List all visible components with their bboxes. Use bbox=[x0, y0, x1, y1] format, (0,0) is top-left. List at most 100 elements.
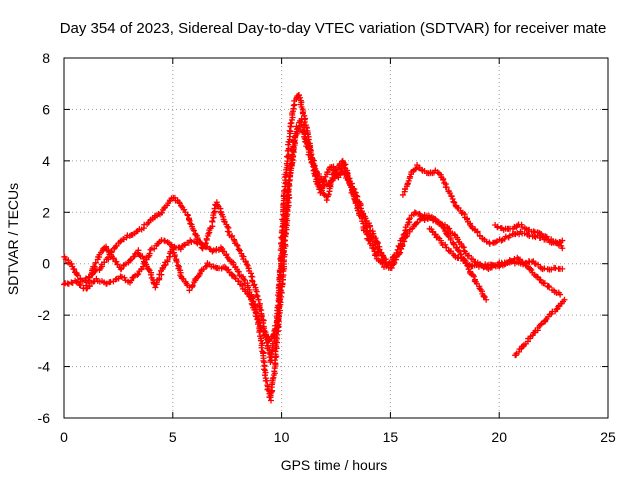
data-point-marker bbox=[147, 271, 154, 278]
x-axis-label: GPS time / hours bbox=[281, 457, 388, 473]
data-point-marker bbox=[559, 237, 566, 244]
data-point-marker bbox=[290, 144, 297, 151]
data-point-marker bbox=[461, 257, 468, 264]
data-point-marker bbox=[492, 239, 499, 246]
data-point-marker bbox=[296, 94, 303, 101]
data-point-marker bbox=[537, 321, 544, 328]
data-point-marker bbox=[202, 240, 209, 247]
data-point-marker bbox=[211, 205, 218, 212]
data-point-marker bbox=[446, 225, 453, 232]
y-tick-label: -6 bbox=[38, 410, 51, 426]
data-point-marker bbox=[451, 199, 458, 206]
data-point-marker bbox=[198, 244, 205, 251]
data-point-marker bbox=[261, 366, 268, 373]
data-point-marker bbox=[411, 209, 418, 216]
data-point-marker bbox=[541, 280, 548, 287]
x-tick-label: 25 bbox=[600, 429, 616, 445]
x-tick-label: 10 bbox=[274, 429, 290, 445]
data-point-marker bbox=[261, 372, 268, 379]
data-point-marker bbox=[506, 232, 513, 239]
data-point-marker bbox=[71, 266, 78, 273]
data-point-marker bbox=[134, 271, 141, 278]
data-point-marker bbox=[239, 282, 246, 289]
data-point-marker bbox=[285, 152, 292, 159]
data-point-marker bbox=[559, 265, 566, 272]
data-point-marker bbox=[449, 195, 456, 202]
series-track-a bbox=[60, 92, 490, 404]
data-point-marker bbox=[483, 238, 490, 245]
data-point-marker bbox=[177, 246, 184, 253]
data-point-marker bbox=[276, 282, 283, 289]
data-point-marker bbox=[325, 191, 332, 198]
data-point-marker bbox=[268, 397, 275, 404]
data-point-marker bbox=[323, 197, 330, 204]
data-point-marker bbox=[91, 263, 98, 270]
data-point-marker bbox=[73, 271, 80, 278]
y-tick-label: 2 bbox=[42, 204, 50, 220]
data-point-marker bbox=[455, 204, 462, 211]
series-track-g bbox=[512, 296, 568, 359]
x-tick-label: 20 bbox=[491, 429, 507, 445]
data-point-marker bbox=[206, 245, 213, 252]
data-point-marker bbox=[187, 220, 194, 227]
y-axis-label: SDTVAR / TECUs bbox=[5, 183, 21, 295]
data-point-marker bbox=[518, 258, 525, 265]
data-point-marker bbox=[184, 212, 191, 219]
data-point-marker bbox=[358, 205, 365, 212]
data-point-marker bbox=[202, 263, 209, 270]
data-point-marker bbox=[466, 252, 473, 259]
data-point-marker bbox=[519, 224, 526, 231]
y-tick-label: -4 bbox=[38, 359, 51, 375]
data-point-marker bbox=[370, 230, 377, 237]
data-point-marker bbox=[285, 186, 292, 193]
data-point-marker bbox=[470, 273, 477, 280]
data-point-marker bbox=[235, 278, 242, 285]
x-tick-label: 0 bbox=[60, 429, 68, 445]
data-point-marker bbox=[128, 277, 135, 284]
data-point-marker bbox=[454, 246, 461, 253]
data-point-marker bbox=[443, 184, 450, 191]
data-point-marker bbox=[286, 127, 293, 134]
data-point-marker bbox=[557, 291, 564, 298]
data-point-marker bbox=[209, 248, 216, 255]
grid-layer bbox=[64, 58, 608, 418]
data-point-marker bbox=[258, 344, 265, 351]
data-point-marker bbox=[315, 181, 322, 188]
data-point-marker bbox=[209, 218, 216, 225]
data-point-marker bbox=[406, 216, 413, 223]
data-point-marker bbox=[561, 296, 568, 303]
data-point-marker bbox=[492, 262, 499, 269]
data-point-marker bbox=[440, 176, 447, 183]
data-point-marker bbox=[282, 230, 289, 237]
y-tick-label: 8 bbox=[42, 50, 50, 66]
y-tick-label: 0 bbox=[42, 256, 50, 272]
data-point-marker bbox=[502, 233, 509, 240]
data-point-marker bbox=[272, 348, 279, 355]
data-point-marker bbox=[309, 159, 316, 166]
data-point-marker bbox=[101, 259, 108, 266]
data-point-marker bbox=[104, 254, 111, 261]
data-point-marker bbox=[450, 198, 457, 205]
data-point-marker bbox=[234, 242, 241, 249]
data-point-marker bbox=[141, 221, 148, 228]
data-point-marker bbox=[397, 249, 404, 256]
data-point-marker bbox=[352, 189, 359, 196]
data-point-marker bbox=[203, 235, 210, 242]
data-point-marker bbox=[251, 281, 258, 288]
data-point-marker bbox=[263, 333, 270, 340]
data-point-marker bbox=[135, 270, 142, 277]
data-point-marker bbox=[399, 242, 406, 249]
data-point-marker bbox=[161, 205, 168, 212]
y-tick-label: 6 bbox=[42, 101, 50, 117]
data-point-marker bbox=[411, 166, 418, 173]
data-point-marker bbox=[483, 296, 490, 303]
data-point-marker bbox=[256, 319, 263, 326]
series-track-f bbox=[492, 221, 566, 252]
data-point-marker bbox=[400, 238, 407, 245]
series-track-c bbox=[83, 123, 390, 345]
data-point-marker bbox=[559, 245, 566, 252]
data-point-marker bbox=[146, 250, 153, 257]
data-point-marker bbox=[442, 241, 449, 248]
data-point-marker bbox=[248, 300, 255, 307]
tick-layer: 0 5 10 15 20 25 -6 -4 -2 0 2 4 6 8 bbox=[38, 50, 616, 445]
